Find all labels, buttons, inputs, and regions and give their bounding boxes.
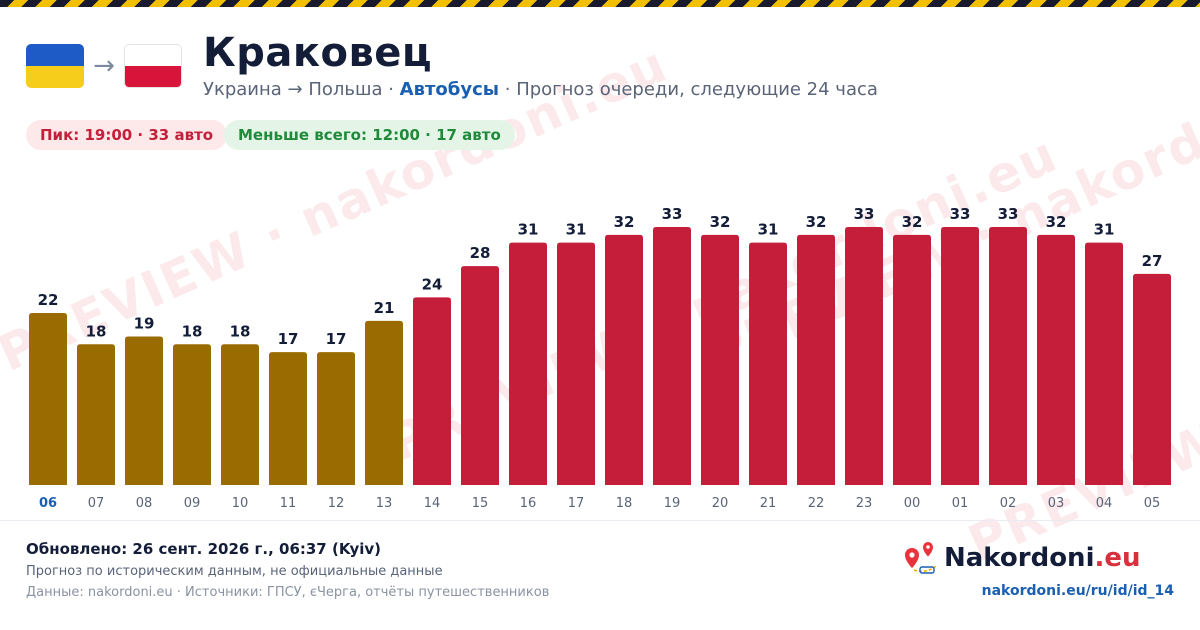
bar-04 (1085, 242, 1123, 485)
data-label-21: 31 (758, 221, 779, 239)
vehicle-type: Автобусы (399, 79, 500, 100)
hour-label-04: 04 (1096, 496, 1113, 511)
forecast-description: · Прогноз очереди, следующие 24 часа (499, 79, 878, 100)
queue-forecast-chart: 22 06 18 07 19 08 18 09 18 10 17 11 17 12 21 13 24 14 28 15… (29, 205, 1171, 511)
bar-14 (413, 297, 451, 485)
data-label-17: 31 (566, 221, 587, 239)
ukraine-flag-icon (26, 44, 84, 88)
hour-label-05: 05 (1144, 496, 1161, 511)
hour-label-15: 15 (472, 496, 489, 511)
bar-06 (29, 313, 67, 485)
data-label-18: 32 (614, 213, 635, 231)
hour-label-17: 17 (568, 496, 585, 511)
hour-label-21: 21 (760, 496, 777, 511)
data-label-08: 19 (134, 314, 155, 332)
data-label-09: 18 (182, 322, 203, 340)
bar-15 (461, 266, 499, 485)
bar-17 (557, 242, 595, 485)
bar-18 (605, 234, 643, 485)
bar-01 (941, 227, 979, 485)
hour-label-12: 12 (328, 496, 345, 511)
hour-label-07: 07 (88, 496, 105, 511)
hour-label-02: 02 (1000, 496, 1017, 511)
bar-11 (269, 352, 307, 485)
data-label-16: 31 (518, 221, 539, 239)
bar-23 (845, 227, 883, 485)
hour-label-16: 16 (520, 496, 537, 511)
hour-label-09: 09 (184, 496, 201, 511)
hour-label-10: 10 (232, 496, 249, 511)
brand-name: Nakordoni.eu (944, 543, 1141, 573)
brand-name-tld: .eu (1094, 543, 1141, 573)
bar-08 (125, 336, 163, 485)
poland-flag-icon (124, 44, 182, 88)
hour-label-19: 19 (664, 496, 681, 511)
hour-label-14: 14 (424, 496, 441, 511)
data-label-05: 27 (1142, 252, 1163, 270)
bar-07 (77, 344, 115, 485)
hazard-stripe (0, 0, 1200, 7)
data-label-00: 32 (902, 213, 923, 231)
footer-divider (0, 520, 1200, 521)
bar-03 (1037, 234, 1075, 485)
peak-badge: Пик: 19:00 · 33 авто (26, 120, 228, 150)
bar-09 (173, 344, 211, 485)
bar-16 (509, 242, 547, 485)
bar-21 (749, 242, 787, 485)
hour-label-00: 00 (904, 496, 921, 511)
bar-22 (797, 234, 835, 485)
bar-13 (365, 320, 403, 485)
bar-02 (989, 227, 1027, 485)
data-label-06: 22 (38, 291, 59, 309)
data-label-20: 32 (710, 213, 731, 231)
data-label-07: 18 (86, 322, 107, 340)
data-label-12: 17 (326, 330, 347, 348)
data-label-15: 28 (470, 244, 491, 262)
hour-label-01: 01 (952, 496, 969, 511)
route-text: Украина → Польша · (203, 79, 400, 100)
hour-label-08: 08 (136, 496, 153, 511)
brand-logo: Nakordoni.eu (902, 540, 1141, 576)
hour-label-22: 22 (808, 496, 825, 511)
data-label-03: 32 (1046, 213, 1067, 231)
data-sources: Данные: nakordoni.eu · Источники: ГПСУ, … (26, 585, 550, 600)
hour-label-20: 20 (712, 496, 729, 511)
hour-label-11: 11 (280, 496, 297, 511)
bar-12 (317, 352, 355, 485)
brand-name-main: Nakordoni (944, 543, 1095, 573)
data-label-22: 32 (806, 213, 827, 231)
site-url-link[interactable]: nakordoni.eu/ru/id/id_14 (981, 583, 1174, 599)
hour-label-03: 03 (1048, 496, 1065, 511)
updated-timestamp: Обновлено: 26 сент. 2026 г., 06:37 (Kyiv… (26, 540, 382, 558)
data-label-13: 21 (374, 299, 395, 317)
data-label-19: 33 (662, 205, 683, 223)
hour-label-18: 18 (616, 496, 633, 511)
page-subtitle: Украина → Польша · Автобусы · Прогноз оч… (203, 79, 878, 100)
page-title: Краковец (203, 30, 433, 76)
data-label-10: 18 (230, 322, 251, 340)
data-label-02: 33 (998, 205, 1019, 223)
data-label-23: 33 (854, 205, 875, 223)
data-label-04: 31 (1094, 221, 1115, 239)
bar-20 (701, 234, 739, 485)
data-label-11: 17 (278, 330, 299, 348)
data-label-01: 33 (950, 205, 971, 223)
bar-19 (653, 227, 691, 485)
bar-05 (1133, 273, 1171, 485)
map-pin-icon (905, 542, 937, 574)
hour-label-06: 06 (39, 496, 57, 511)
hour-label-13: 13 (376, 496, 393, 511)
arrow-right-icon: → (93, 51, 115, 81)
bar-00 (893, 234, 931, 485)
route-flags: → (26, 44, 182, 88)
hour-label-23: 23 (856, 496, 873, 511)
forecast-disclaimer: Прогноз по историческим данным, не офици… (26, 564, 443, 579)
bar-10 (221, 344, 259, 485)
low-badge: Меньше всего: 12:00 · 17 авто (224, 120, 515, 150)
data-label-14: 24 (422, 275, 443, 293)
